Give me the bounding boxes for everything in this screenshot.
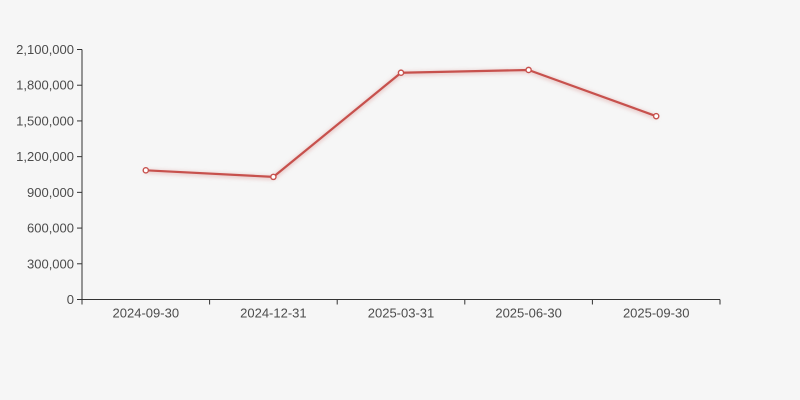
x-axis-label: 2025-06-30 [495, 306, 562, 321]
x-axis-label: 2024-12-31 [240, 306, 307, 321]
data-point-marker[interactable] [525, 66, 532, 74]
x-axis-label: 2025-09-30 [623, 306, 690, 321]
y-axis-label: 2,100,000 [16, 42, 74, 57]
data-point-marker[interactable] [270, 173, 277, 181]
data-point-marker[interactable] [397, 69, 405, 77]
y-axis-label: 600,000 [27, 221, 74, 236]
x-axis-label: 2024-09-30 [113, 306, 180, 321]
y-axis-label: 1,500,000 [16, 113, 74, 128]
data-point-marker[interactable] [652, 112, 660, 120]
y-axis-label: 1,800,000 [16, 78, 74, 93]
y-axis-label: 900,000 [27, 185, 74, 200]
x-axis-label: 2025-03-31 [368, 306, 435, 321]
y-axis-label: 300,000 [27, 256, 74, 271]
series-line [144, 68, 658, 178]
data-point-marker[interactable] [142, 167, 150, 174]
y-axis-label: 1,200,000 [16, 149, 74, 164]
y-axis-label: 0 [67, 292, 74, 307]
